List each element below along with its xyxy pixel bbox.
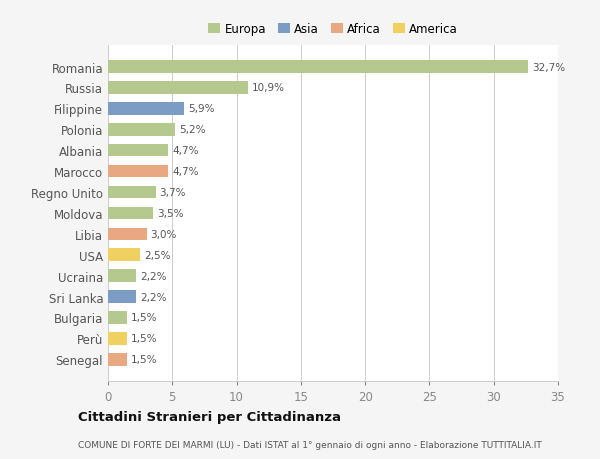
Text: 4,7%: 4,7%: [172, 146, 199, 156]
Text: 3,7%: 3,7%: [160, 188, 186, 197]
Text: 1,5%: 1,5%: [131, 354, 158, 364]
Text: 5,2%: 5,2%: [179, 125, 205, 135]
Text: 2,2%: 2,2%: [140, 292, 167, 302]
Bar: [108, 165, 169, 178]
Bar: [108, 228, 146, 241]
Text: 1,5%: 1,5%: [131, 313, 158, 323]
Bar: [108, 249, 140, 262]
Text: 5,9%: 5,9%: [188, 104, 214, 114]
Text: 2,2%: 2,2%: [140, 271, 167, 281]
Bar: [108, 270, 136, 282]
Text: COMUNE DI FORTE DEI MARMI (LU) - Dati ISTAT al 1° gennaio di ogni anno - Elabora: COMUNE DI FORTE DEI MARMI (LU) - Dati IS…: [78, 441, 542, 449]
Text: 3,0%: 3,0%: [151, 230, 177, 239]
Bar: [108, 61, 529, 73]
Text: 1,5%: 1,5%: [131, 334, 158, 344]
Text: 10,9%: 10,9%: [252, 83, 285, 93]
Bar: [108, 207, 153, 220]
Text: Cittadini Stranieri per Cittadinanza: Cittadini Stranieri per Cittadinanza: [78, 410, 341, 423]
Bar: [108, 82, 248, 95]
Text: 32,7%: 32,7%: [532, 62, 565, 73]
Bar: [108, 353, 127, 366]
Text: 2,5%: 2,5%: [144, 250, 170, 260]
Bar: [108, 332, 127, 345]
Bar: [108, 145, 169, 157]
Bar: [108, 124, 175, 136]
Text: 3,5%: 3,5%: [157, 208, 184, 218]
Legend: Europa, Asia, Africa, America: Europa, Asia, Africa, America: [203, 18, 463, 41]
Text: 4,7%: 4,7%: [172, 167, 199, 177]
Bar: [108, 312, 127, 324]
Bar: [108, 186, 155, 199]
Bar: [108, 291, 136, 303]
Bar: [108, 103, 184, 115]
